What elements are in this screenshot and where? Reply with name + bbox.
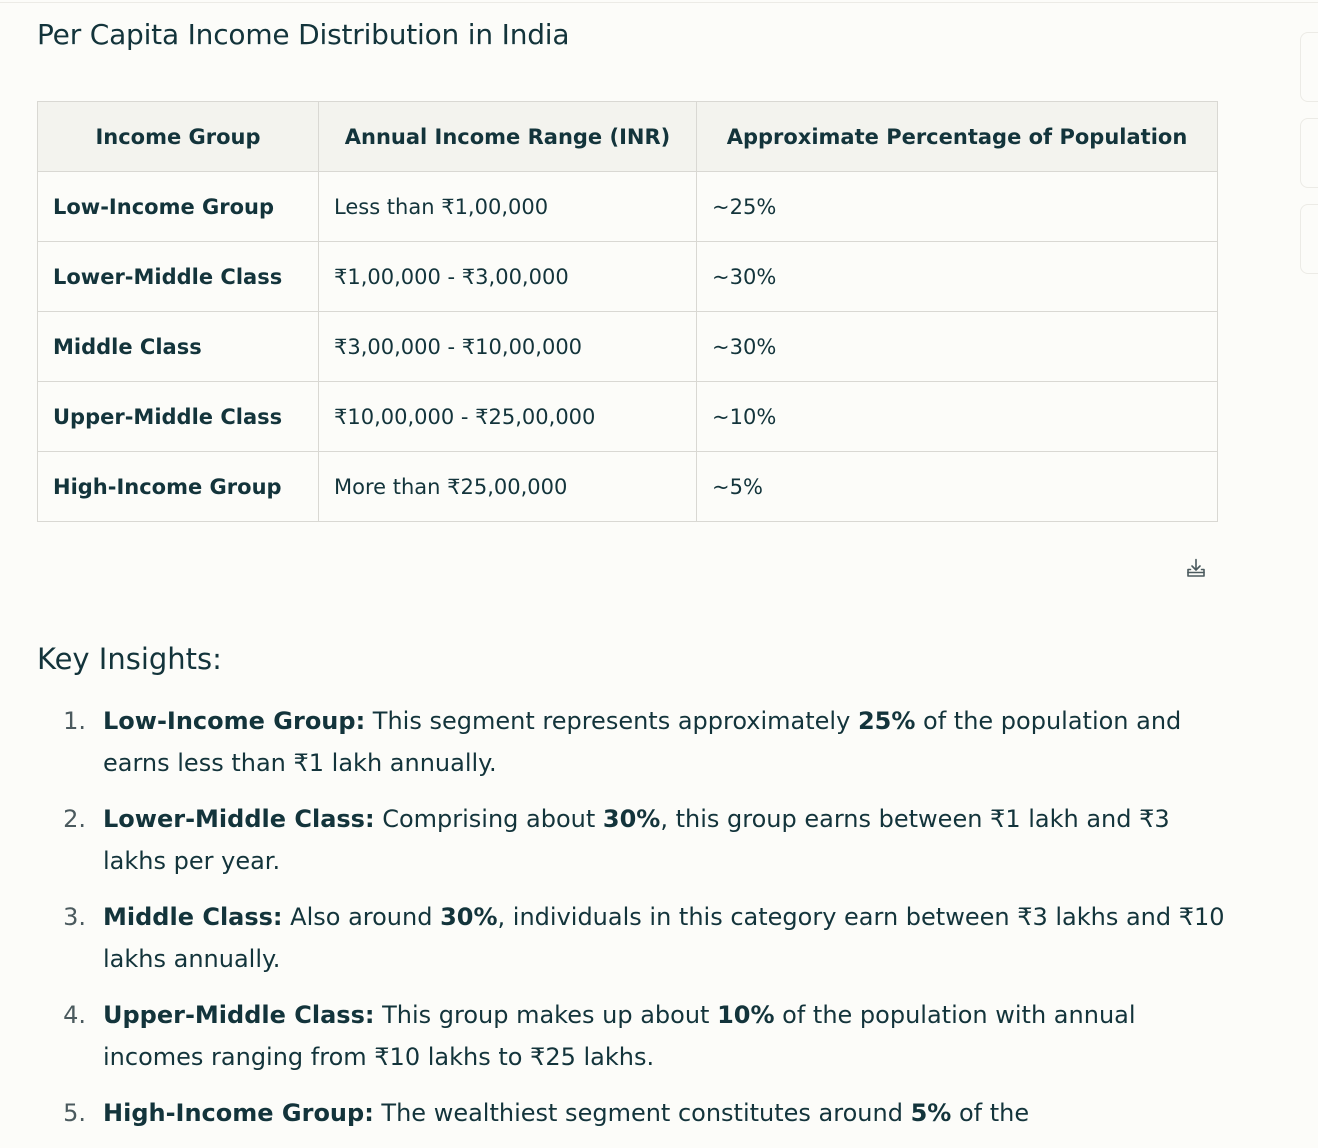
insight-text: , individuals in this category earn betw… xyxy=(103,903,1225,973)
income-range-cell: Less than ₹1,00,000 xyxy=(318,171,697,242)
income-table: Income Group Annual Income Range (INR) A… xyxy=(37,101,1218,522)
insight-lead: Lower-Middle Class: xyxy=(103,805,375,833)
side-action-slot xyxy=(1300,32,1318,102)
insight-figure: 30% xyxy=(602,805,661,833)
income-range-cell: ₹1,00,000 - ₹3,00,000 xyxy=(318,241,697,312)
list-item: 5. High-Income Group: The wealthiest segm… xyxy=(0,1092,1230,1134)
income-range-cell: ₹10,00,000 - ₹25,00,000 xyxy=(318,381,697,452)
top-divider xyxy=(0,2,1318,3)
download-table-button[interactable] xyxy=(1182,554,1210,582)
table-header-row: Income Group Annual Income Range (INR) A… xyxy=(37,101,1218,172)
page-title: Per Capita Income Distribution in India xyxy=(37,18,570,51)
income-group-cell: Lower-Middle Class xyxy=(37,241,319,312)
income-group-cell: Middle Class xyxy=(37,311,319,382)
table-row: Low-Income Group Less than ₹1,00,000 ~25… xyxy=(37,171,1218,242)
table-row: High-Income Group More than ₹25,00,000 ~… xyxy=(37,451,1218,522)
insight-figure: 30% xyxy=(440,903,498,931)
insight-text: Also around xyxy=(282,903,441,931)
table-row: Lower-Middle Class ₹1,00,000 - ₹3,00,000… xyxy=(37,241,1218,312)
insights-list: 1. Low-Income Group: This segment represe… xyxy=(0,700,1230,1148)
insight-text: of the population and earns less than ₹1… xyxy=(103,707,1182,777)
list-number: 4. xyxy=(63,1001,86,1029)
insight-figure: 5% xyxy=(910,1099,952,1127)
list-item: 4. Upper-Middle Class: This group makes u… xyxy=(0,994,1230,1078)
insight-text: , this group earns between ₹1 lakh and ₹… xyxy=(103,805,1170,875)
percentage-cell: ~5% xyxy=(696,451,1218,522)
list-item: 2. Lower-Middle Class: Comprising about 3… xyxy=(0,798,1230,882)
income-group-cell: Upper-Middle Class xyxy=(37,381,319,452)
list-number: 1. xyxy=(63,707,86,735)
list-number: 5. xyxy=(63,1099,86,1127)
list-item: 1. Low-Income Group: This segment represe… xyxy=(0,700,1230,784)
percentage-cell: ~25% xyxy=(696,171,1218,242)
insight-text: This segment represents approximately xyxy=(365,707,858,735)
income-range-cell: More than ₹25,00,000 xyxy=(318,451,697,522)
insight-text: This group makes up about xyxy=(374,1001,718,1029)
side-action-slot xyxy=(1300,204,1318,274)
income-range-cell: ₹3,00,000 - ₹10,00,000 xyxy=(318,311,697,382)
download-icon xyxy=(1187,558,1205,577)
percentage-cell: ~30% xyxy=(696,241,1218,312)
list-item: 3. Middle Class: Also around 30%, individ… xyxy=(0,896,1230,980)
column-header: Annual Income Range (INR) xyxy=(318,101,697,172)
income-group-cell: Low-Income Group xyxy=(37,171,319,242)
insight-lead: High-Income Group: xyxy=(103,1099,374,1127)
insight-text: of the xyxy=(951,1099,1030,1127)
insight-lead: Middle Class: xyxy=(103,903,283,931)
insight-text: of the population with annual incomes ra… xyxy=(103,1001,1136,1071)
side-action-slot xyxy=(1300,118,1318,188)
insight-text: Comprising about xyxy=(374,805,603,833)
percentage-cell: ~30% xyxy=(696,311,1218,382)
column-header: Income Group xyxy=(37,101,319,172)
insight-figure: 25% xyxy=(857,707,916,735)
income-group-cell: High-Income Group xyxy=(37,451,319,522)
insight-text: The wealthiest segment constitutes aroun… xyxy=(373,1099,911,1127)
column-header: Approximate Percentage of Population xyxy=(696,101,1218,172)
insight-figure: 10% xyxy=(717,1001,775,1029)
insights-heading: Key Insights: xyxy=(37,642,222,676)
percentage-cell: ~10% xyxy=(696,381,1218,452)
insight-lead: Upper-Middle Class: xyxy=(103,1001,375,1029)
table-row: Upper-Middle Class ₹10,00,000 - ₹25,00,0… xyxy=(37,381,1218,452)
list-number: 3. xyxy=(63,903,86,931)
insight-lead: Low-Income Group: xyxy=(103,707,366,735)
list-number: 2. xyxy=(63,805,86,833)
table-row: Middle Class ₹3,00,000 - ₹10,00,000 ~30% xyxy=(37,311,1218,382)
